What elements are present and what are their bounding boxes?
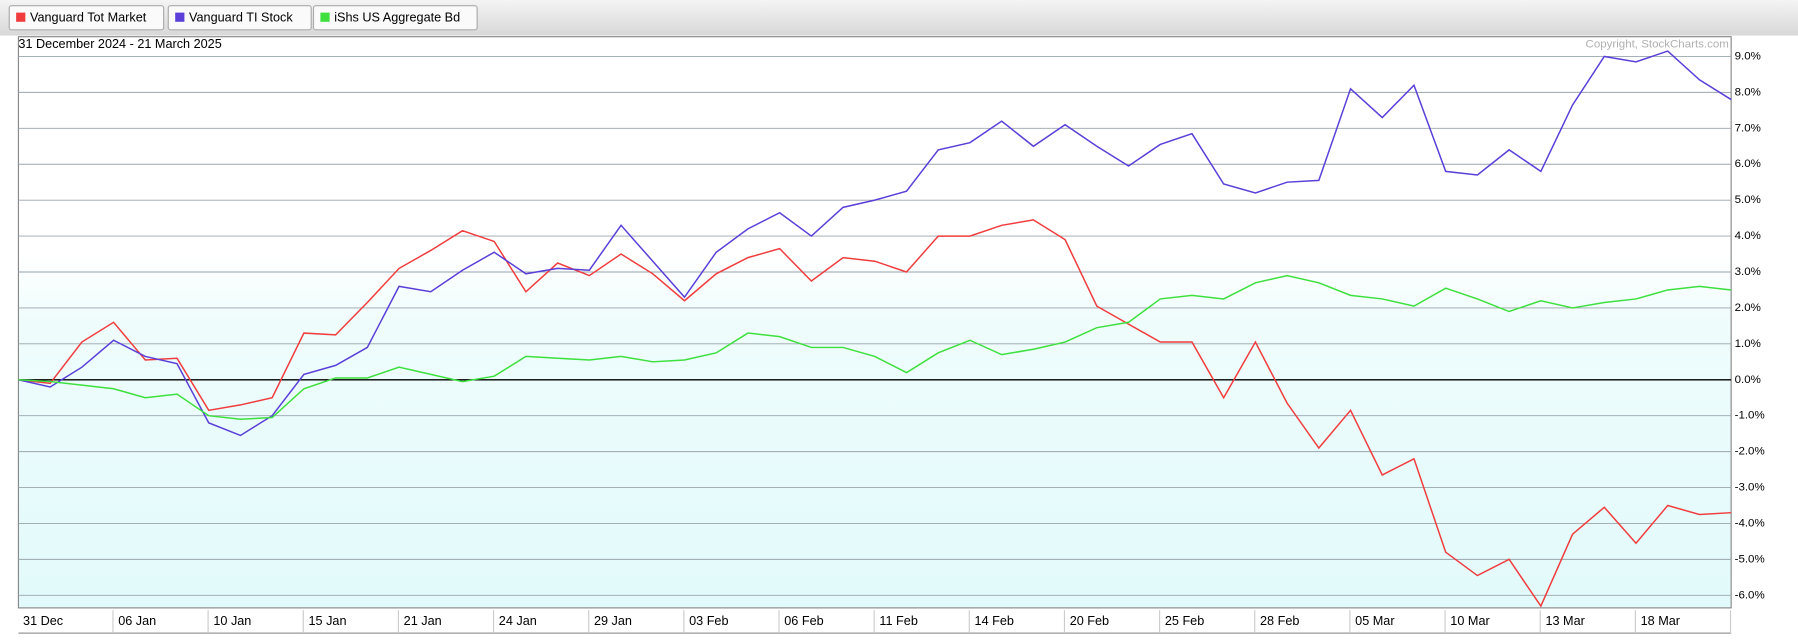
x-tick-label: 05 Mar: [1355, 614, 1394, 628]
y-tick-label: 9.0%: [1735, 51, 1761, 63]
legend-item[interactable]: Vanguard Tot Market: [8, 5, 165, 31]
series-line: [18, 274, 1732, 421]
legend-label: iShs US Aggregate Bd: [334, 11, 460, 25]
y-tick-label: 2.0%: [1735, 302, 1761, 314]
x-tick-label: 11 Feb: [879, 614, 917, 628]
legend-item[interactable]: iShs US Aggregate Bd: [312, 5, 478, 31]
x-tick-label: 21 Jan: [404, 614, 442, 628]
series-line: [18, 219, 1732, 608]
x-tick-label: 10 Mar: [1450, 614, 1489, 628]
x-tick-label: 14 Feb: [975, 614, 1014, 628]
subtitle: 31 December 2024 - 21 March 2025: [18, 37, 221, 51]
x-tick-label: 06 Feb: [784, 614, 823, 628]
lines: [18, 50, 1732, 608]
x-tick-label: 25 Feb: [1165, 614, 1204, 628]
legend-swatch: [175, 12, 185, 22]
grid: [18, 56, 1732, 596]
x-tick-label: 31 Dec: [23, 614, 63, 628]
x-tick-label: 06 Jan: [118, 614, 156, 628]
y-tick-label: 4.0%: [1735, 230, 1761, 242]
x-tick-label: 24 Jan: [499, 614, 537, 628]
legend-button[interactable]: [167, 5, 312, 31]
x-tick-label: 18 Mar: [1641, 614, 1680, 628]
legend-swatch: [320, 12, 330, 22]
y-tick-label: 8.0%: [1735, 86, 1761, 98]
y-tick-label: -4.0%: [1735, 518, 1765, 530]
y-tick-label: -2.0%: [1735, 446, 1765, 458]
legend-button[interactable]: [8, 5, 165, 31]
series-line: [18, 50, 1732, 437]
y-tick-label: 5.0%: [1735, 194, 1761, 206]
y-tick-label: -6.0%: [1735, 589, 1765, 601]
copyright: Copyright, StockCharts.com: [1586, 39, 1729, 51]
y-tick-label: 6.0%: [1735, 158, 1761, 170]
x-tick-label: 03 Feb: [689, 614, 728, 628]
legend-item[interactable]: Vanguard TI Stock: [167, 5, 312, 31]
y-tick-label: 0.0%: [1735, 374, 1761, 386]
plot-area: [17, 36, 1732, 609]
y-tick-label: 7.0%: [1735, 122, 1761, 134]
y-tick-label: 3.0%: [1735, 266, 1761, 278]
legend-swatch: [16, 12, 26, 22]
x-tick-label: 20 Feb: [1070, 614, 1109, 628]
y-tick-label: 1.0%: [1735, 338, 1761, 350]
y-tick-label: -5.0%: [1735, 553, 1765, 565]
legend-label: Vanguard Tot Market: [30, 11, 147, 25]
legend-label: Vanguard TI Stock: [189, 11, 293, 25]
x-tick-label: 28 Feb: [1260, 614, 1299, 628]
legend-button[interactable]: [312, 5, 478, 31]
y-tick-label: -3.0%: [1735, 482, 1765, 494]
x-tick-label: 13 Mar: [1545, 614, 1584, 628]
x-tick-label: 15 Jan: [309, 614, 347, 628]
x-tick-label: 29 Jan: [594, 614, 632, 628]
x-tick-label: 10 Jan: [213, 614, 251, 628]
y-tick-label: -1.0%: [1735, 410, 1765, 422]
